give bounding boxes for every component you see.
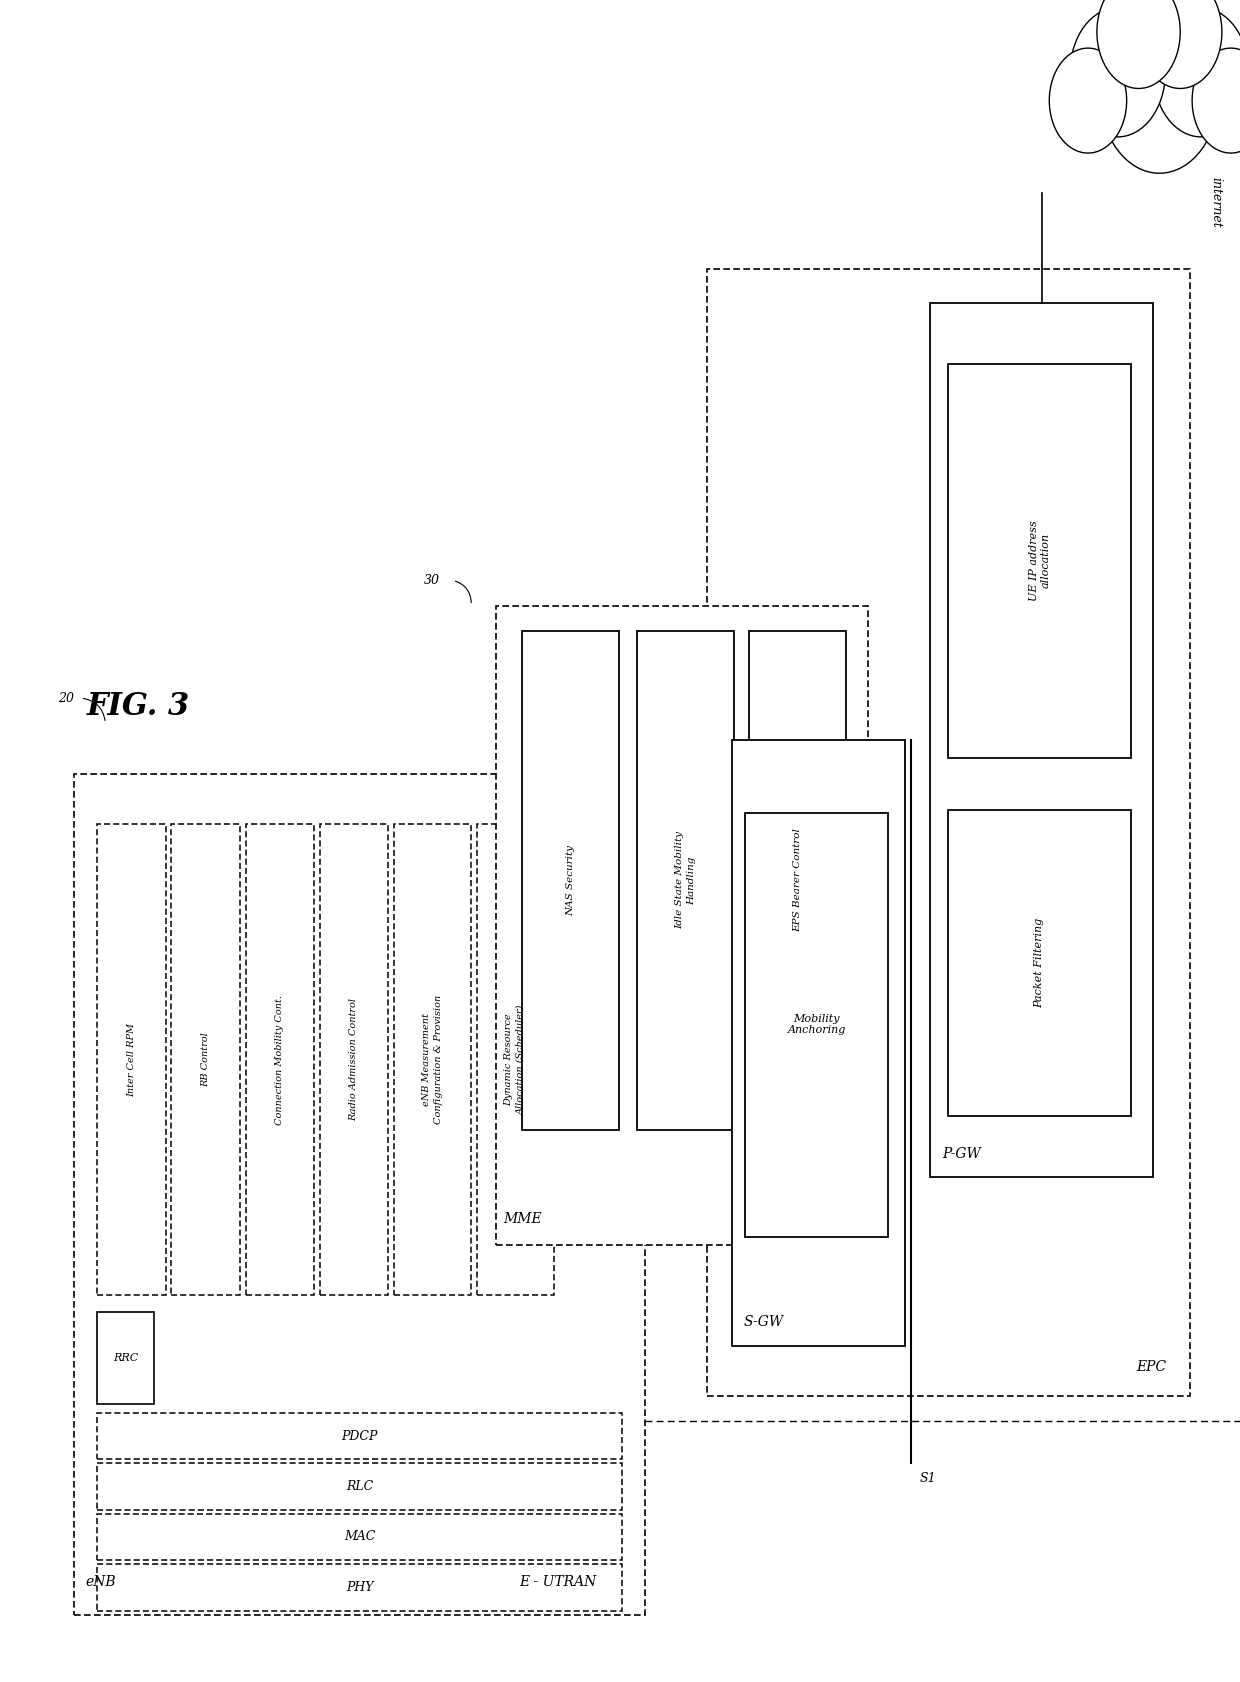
Bar xyxy=(246,824,314,1295)
Text: eNB: eNB xyxy=(86,1576,117,1589)
Bar xyxy=(97,1514,622,1561)
Bar xyxy=(947,811,1131,1117)
Text: Idle State Mobility
Handling: Idle State Mobility Handling xyxy=(676,831,696,930)
Text: Dynamic Resource
Allocation (Scheduler): Dynamic Resource Allocation (Scheduler) xyxy=(505,1004,526,1115)
Bar xyxy=(74,774,645,1615)
Bar xyxy=(707,269,1190,1396)
Text: RLC: RLC xyxy=(346,1480,373,1494)
Text: UE IP address
allocation: UE IP address allocation xyxy=(1028,520,1050,600)
Bar xyxy=(496,606,868,1245)
Text: Connection Mobility Cont.: Connection Mobility Cont. xyxy=(275,994,284,1125)
Text: 30: 30 xyxy=(424,574,440,587)
Text: E - UTRAN: E - UTRAN xyxy=(520,1576,596,1589)
Bar xyxy=(97,1463,622,1510)
Bar xyxy=(637,631,734,1130)
Text: internet: internet xyxy=(1209,177,1221,227)
Circle shape xyxy=(1138,0,1221,89)
Text: RRC: RRC xyxy=(113,1354,139,1362)
Text: Packet Filtering: Packet Filtering xyxy=(1034,918,1044,1008)
Bar xyxy=(749,631,846,1130)
Text: EPC: EPC xyxy=(1136,1359,1166,1374)
Text: PDCP: PDCP xyxy=(341,1430,378,1443)
Bar xyxy=(476,824,553,1295)
Text: S-GW: S-GW xyxy=(744,1315,784,1329)
Circle shape xyxy=(1192,49,1240,153)
Bar xyxy=(522,631,619,1130)
Text: Mobility
Anchoring: Mobility Anchoring xyxy=(787,1014,846,1036)
Text: NAS Security: NAS Security xyxy=(565,844,575,917)
Bar xyxy=(97,1564,622,1611)
Bar xyxy=(745,812,888,1236)
Bar xyxy=(947,363,1131,757)
Circle shape xyxy=(1153,8,1240,136)
Text: MME: MME xyxy=(503,1211,542,1226)
Circle shape xyxy=(1097,0,1180,89)
Circle shape xyxy=(1049,49,1127,153)
Bar xyxy=(394,824,471,1295)
Text: Radio Admission Control: Radio Admission Control xyxy=(350,997,358,1122)
Bar xyxy=(732,740,905,1346)
Text: S1: S1 xyxy=(920,1472,936,1485)
Text: MAC: MAC xyxy=(343,1531,376,1544)
Text: FIG. 3: FIG. 3 xyxy=(87,691,190,722)
Bar xyxy=(97,824,166,1295)
Circle shape xyxy=(1100,12,1219,173)
Text: RB Control: RB Control xyxy=(201,1033,210,1087)
Bar xyxy=(97,1312,154,1404)
Text: PHY: PHY xyxy=(346,1581,373,1595)
Bar xyxy=(930,303,1153,1177)
Text: Inter Cell RPM: Inter Cell RPM xyxy=(126,1023,136,1097)
Bar xyxy=(171,824,239,1295)
Text: EPS Bearer Control: EPS Bearer Control xyxy=(792,829,802,932)
Text: eNB Measurement
Configuration & Provision: eNB Measurement Configuration & Provisio… xyxy=(422,996,443,1124)
Bar xyxy=(320,824,388,1295)
Text: P-GW: P-GW xyxy=(942,1147,981,1161)
Bar xyxy=(97,1413,622,1458)
Circle shape xyxy=(1070,8,1166,136)
Text: 20: 20 xyxy=(58,691,74,705)
